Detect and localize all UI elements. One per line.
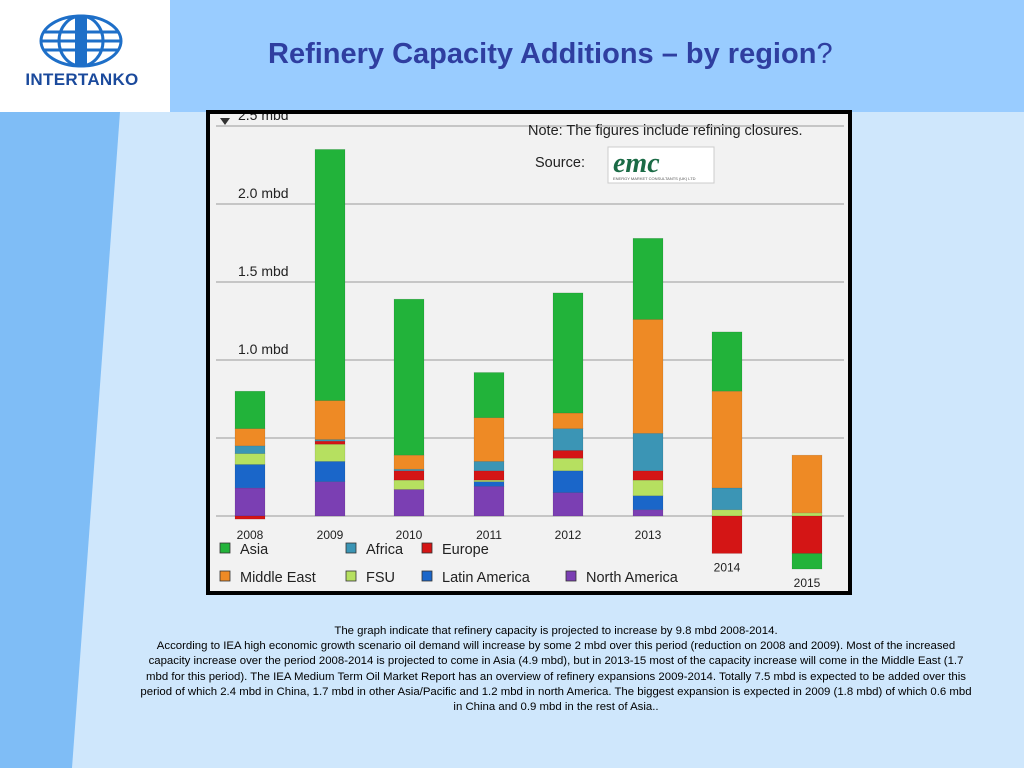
x-tick-label: 2008 bbox=[237, 528, 264, 542]
bar-segment-fsu bbox=[632, 479, 664, 497]
source-logo-box bbox=[607, 146, 715, 184]
bar-segment-europe bbox=[791, 515, 823, 554]
bar-segment-fsu bbox=[393, 479, 425, 490]
globe-logo-icon bbox=[39, 14, 123, 68]
bar-segment-asia bbox=[711, 331, 743, 392]
bar-segment-europe bbox=[632, 470, 664, 481]
bar-segment-fsu bbox=[314, 443, 346, 462]
title-suffix: ? bbox=[816, 38, 833, 70]
source-label: Source: bbox=[535, 155, 585, 171]
bar-segment-europe bbox=[711, 515, 743, 554]
bar-segment-north-america bbox=[234, 487, 266, 517]
bar-segment-middle-east bbox=[791, 454, 823, 514]
bar-segment-middle-east bbox=[314, 400, 346, 440]
legend-swatch-fsu bbox=[345, 570, 357, 582]
x-tick-label: 2010 bbox=[396, 528, 423, 542]
page-title: Refinery Capacity Additions – by region? bbox=[268, 38, 833, 71]
legend-swatch-latin-america bbox=[421, 570, 433, 582]
bar-segment-asia bbox=[314, 149, 346, 401]
bar-segment-asia bbox=[632, 238, 664, 320]
bar-segment-asia bbox=[393, 298, 425, 456]
x-tick-label: 2009 bbox=[317, 528, 344, 542]
legend-swatch-europe bbox=[421, 542, 433, 554]
legend-label: Europe bbox=[442, 542, 489, 558]
caption-block: The graph indicate that refinery capacit… bbox=[140, 624, 972, 715]
legend-label: FSU bbox=[366, 570, 395, 586]
menu-arrow-icon bbox=[220, 118, 230, 125]
bar-segment-middle-east bbox=[632, 319, 664, 434]
bar-segment-europe bbox=[552, 450, 584, 459]
y-tick-label: 1.0 mbd bbox=[238, 341, 289, 357]
chart-frame: 2.5 mbd 2.0 mbd 1.5 mbd 1.0 mbd Note: The fi… bbox=[206, 110, 852, 595]
legend-label: Africa bbox=[366, 542, 404, 558]
bar-segment-europe bbox=[393, 470, 425, 481]
chart-note: Note: The figures include refining closu… bbox=[528, 123, 803, 139]
bar-segment-europe bbox=[234, 515, 266, 520]
legend-label: Asia bbox=[240, 542, 269, 558]
legend-swatch-asia bbox=[219, 542, 231, 554]
bar-segment-fsu bbox=[234, 453, 266, 465]
bar-segment-asia bbox=[473, 372, 505, 419]
bar-segment-north-america bbox=[552, 492, 584, 517]
x-tick-label: 2014 bbox=[714, 560, 741, 574]
x-tick-label: 2013 bbox=[635, 528, 662, 542]
bar-segment-north-america bbox=[473, 486, 505, 517]
bar-segment-north-america bbox=[393, 489, 425, 517]
stacked-bar-chart: 2.5 mbd 2.0 mbd 1.5 mbd 1.0 mbd Note: The fi… bbox=[216, 114, 844, 590]
bar-segment-asia bbox=[234, 390, 266, 429]
bar-segment-africa bbox=[234, 445, 266, 454]
bar-segment-latin-america bbox=[552, 470, 584, 493]
y-tick-label: 2.5 mbd bbox=[238, 114, 289, 123]
bar-segment-middle-east bbox=[711, 390, 743, 489]
title-text: Refinery Capacity Additions – by region bbox=[268, 38, 817, 70]
bar-segment-middle-east bbox=[473, 417, 505, 462]
bar-segment-europe bbox=[314, 440, 346, 445]
caption-line1: The graph indicate that refinery capacit… bbox=[334, 625, 778, 637]
source-logo-text: emc bbox=[613, 148, 660, 179]
header-band bbox=[0, 0, 1024, 112]
logo-area: INTERTANKO bbox=[0, 0, 170, 112]
bar-segment-asia bbox=[791, 553, 823, 570]
bar-segment-latin-america bbox=[314, 461, 346, 482]
bar-segment-latin-america bbox=[632, 495, 664, 511]
bar-segment-fsu bbox=[791, 512, 823, 517]
bar-segment-africa bbox=[473, 461, 505, 472]
bar-segment-africa bbox=[711, 487, 743, 511]
bar-segment-north-america bbox=[632, 509, 664, 517]
y-tick-label: 1.5 mbd bbox=[238, 263, 289, 279]
bar-segment-latin-america bbox=[234, 464, 266, 489]
bar-segment-fsu bbox=[711, 509, 743, 517]
bar-segment-latin-america bbox=[473, 481, 505, 487]
chart-panel: 2.5 mbd 2.0 mbd 1.5 mbd 1.0 mbd Note: The fi… bbox=[210, 114, 848, 591]
x-tick-label: 2012 bbox=[555, 528, 582, 542]
caption-body: According to IEA high economic growth sc… bbox=[140, 640, 972, 714]
bar-segment-europe bbox=[473, 470, 505, 481]
legend-swatch-north-america bbox=[565, 570, 577, 582]
legend-swatch-africa bbox=[345, 542, 357, 554]
bar-segment-asia bbox=[552, 292, 584, 414]
bar-segment-middle-east bbox=[393, 454, 425, 470]
legend-swatch-middle-east bbox=[219, 570, 231, 582]
x-tick-label: 2015 bbox=[794, 576, 821, 590]
bar-segment-middle-east bbox=[552, 412, 584, 429]
x-tick-label: 2011 bbox=[476, 528, 502, 542]
logo-wordmark: INTERTANKO bbox=[25, 70, 139, 89]
legend-label: Latin America bbox=[442, 570, 531, 586]
bar-segment-fsu bbox=[552, 457, 584, 472]
bar-segment-africa bbox=[552, 428, 584, 451]
y-tick-label: 2.0 mbd bbox=[238, 185, 289, 201]
legend-label: North America bbox=[586, 570, 679, 586]
bar-segment-africa bbox=[632, 433, 664, 472]
bar-segment-middle-east bbox=[234, 428, 266, 447]
source-logo-subtext: ENERGY MARKET CONSULTANTS (UK) LTD bbox=[613, 176, 696, 181]
bar-segment-north-america bbox=[314, 481, 346, 517]
legend-label: Middle East bbox=[240, 570, 316, 586]
